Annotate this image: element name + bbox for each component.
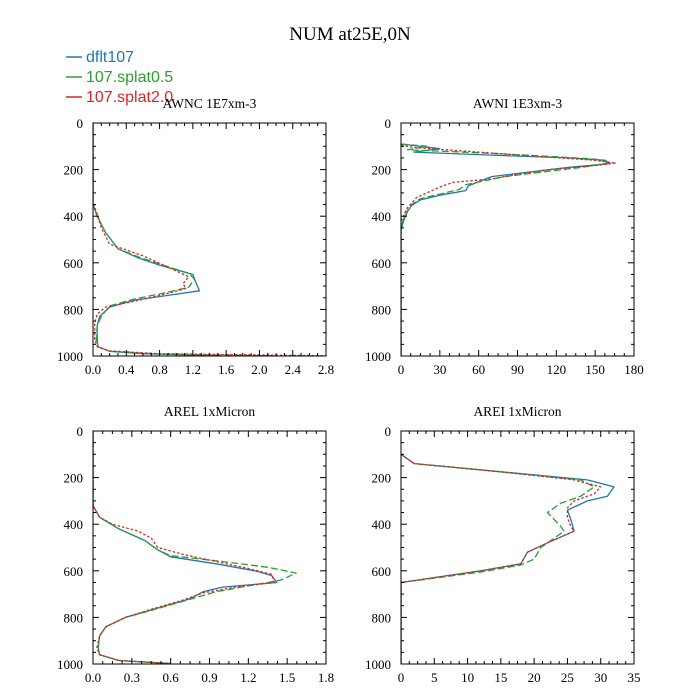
legend-item: dflt107 — [66, 49, 134, 66]
y-tick-label: 800 — [64, 302, 84, 317]
series-line-107.splat0.5 — [401, 453, 595, 664]
x-tick-label: 0.8 — [151, 362, 167, 377]
x-tick-label: 1.2 — [240, 670, 256, 685]
panel-4: AREI 1xMicron 0 5 10 15 20 25 30 35 0 200 400 600 800… — [365, 404, 641, 685]
x-tick-label: 1.6 — [218, 362, 235, 377]
figure-title: NUM at25E,0N — [289, 24, 411, 45]
x-tick-label: 2.4 — [285, 362, 302, 377]
y-tick-label: 800 — [372, 302, 392, 317]
x-tick-label: 0 — [398, 362, 405, 377]
y-tick-label: 1000 — [57, 657, 83, 672]
x-tick-label: 0.6 — [163, 670, 180, 685]
y-tick-label: 600 — [372, 564, 392, 579]
y-tick-label: 200 — [64, 471, 84, 486]
panel-title: AWNI 1E3xm-3 — [473, 96, 563, 111]
y-tick-label: 600 — [64, 564, 84, 579]
x-tick-label: 0.0 — [85, 670, 101, 685]
series-line-107.splat2.0 — [401, 453, 602, 664]
plot-frame — [92, 430, 327, 665]
y-tick-label: 400 — [64, 209, 84, 224]
panel-3: AREL 1xMicron 0.0 0.3 0.6 0.9 1.2 1.5 1.8 0 200 40… — [57, 404, 334, 685]
chart-panels: AWNC 1E7xm-30.0 0.4 0.8 1.2 1.6 2.0 2.4 2.80200… — [57, 96, 644, 685]
y-tick-label: 200 — [372, 163, 392, 178]
y-tick-label: 0 — [77, 116, 84, 131]
x-tick-label: 150 — [585, 362, 605, 377]
y-tick-label: 600 — [64, 256, 84, 271]
panel-1: AWNC 1E7xm-3 0.0 0.4 0.8 1.2 1.6 2.0 2.4 2.8 0 200… — [57, 96, 334, 377]
panel-title: AWNC 1E7xm-3 — [163, 96, 257, 111]
x-tick-label: 1.5 — [279, 670, 295, 685]
x-tick-label: 0.0 — [85, 362, 101, 377]
y-tick-label: 0 — [385, 424, 392, 439]
series-line-107.splat2.0 — [93, 123, 326, 356]
x-tick-label: 30 — [433, 362, 446, 377]
x-tick-label: 2.0 — [251, 362, 267, 377]
x-tick-label: 1.2 — [185, 362, 201, 377]
y-tick-label: 200 — [372, 471, 392, 486]
x-tick-label: 10 — [461, 670, 474, 685]
y-tick-label: 400 — [64, 517, 84, 532]
y-tick-label: 1000 — [365, 349, 391, 364]
x-tick-label: 0.4 — [118, 362, 135, 377]
x-tick-label: 5 — [431, 670, 438, 685]
series-line-dflt107 — [93, 123, 218, 356]
x-tick-label: 20 — [528, 670, 541, 685]
legend-item: 107.splat0.5 — [66, 69, 173, 86]
series-line-dflt107 — [401, 453, 615, 664]
x-tick-label: 0 — [398, 670, 405, 685]
y-tick-label: 600 — [372, 256, 392, 271]
y-tick-label: 1000 — [57, 349, 83, 364]
plot-frame — [92, 122, 327, 357]
y-tick-label: 0 — [77, 424, 84, 439]
x-tick-label: 15 — [494, 670, 507, 685]
x-tick-label: 60 — [472, 362, 485, 377]
series-line-dflt107 — [93, 431, 278, 664]
legend-label: 107.splat2.0 — [86, 89, 173, 106]
series-line-107.splat0.5 — [401, 143, 612, 356]
panel-title: AREL 1xMicron — [164, 404, 256, 419]
legend-item: 107.splat2.0 — [66, 89, 173, 106]
series-line-dflt107 — [401, 143, 609, 356]
y-tick-label: 1000 — [365, 657, 391, 672]
x-tick-label: 120 — [547, 362, 567, 377]
y-tick-label: 400 — [372, 209, 392, 224]
y-tick-label: 800 — [372, 610, 392, 625]
x-tick-label: 25 — [561, 670, 574, 685]
y-tick-label: 800 — [64, 610, 84, 625]
panel-2: AWNI 1E3xm-3 0 30 60 90 120 150 180 0 200 400 600 80… — [365, 96, 644, 377]
legend: dflt107 107.splat0.5 107.splat2.0 — [66, 49, 173, 106]
x-tick-label: 0.3 — [124, 670, 140, 685]
x-tick-label: 1.8 — [318, 670, 334, 685]
x-tick-label: 2.8 — [318, 362, 334, 377]
x-tick-label: 90 — [511, 362, 524, 377]
x-tick-label: 30 — [594, 670, 607, 685]
x-tick-label: 35 — [628, 670, 641, 685]
plot-frame — [400, 122, 635, 357]
y-tick-label: 200 — [64, 163, 84, 178]
legend-label: dflt107 — [86, 49, 134, 66]
panel-title: AREI 1xMicron — [473, 404, 561, 419]
x-tick-label: 180 — [624, 362, 644, 377]
x-tick-label: 0.9 — [201, 670, 217, 685]
series-line-107.splat0.5 — [93, 431, 297, 664]
series-line-107.splat0.5 — [93, 123, 277, 356]
y-tick-label: 400 — [372, 517, 392, 532]
y-tick-label: 0 — [385, 116, 392, 131]
legend-label: 107.splat0.5 — [86, 69, 173, 86]
series-line-107.splat2.0 — [93, 431, 275, 664]
